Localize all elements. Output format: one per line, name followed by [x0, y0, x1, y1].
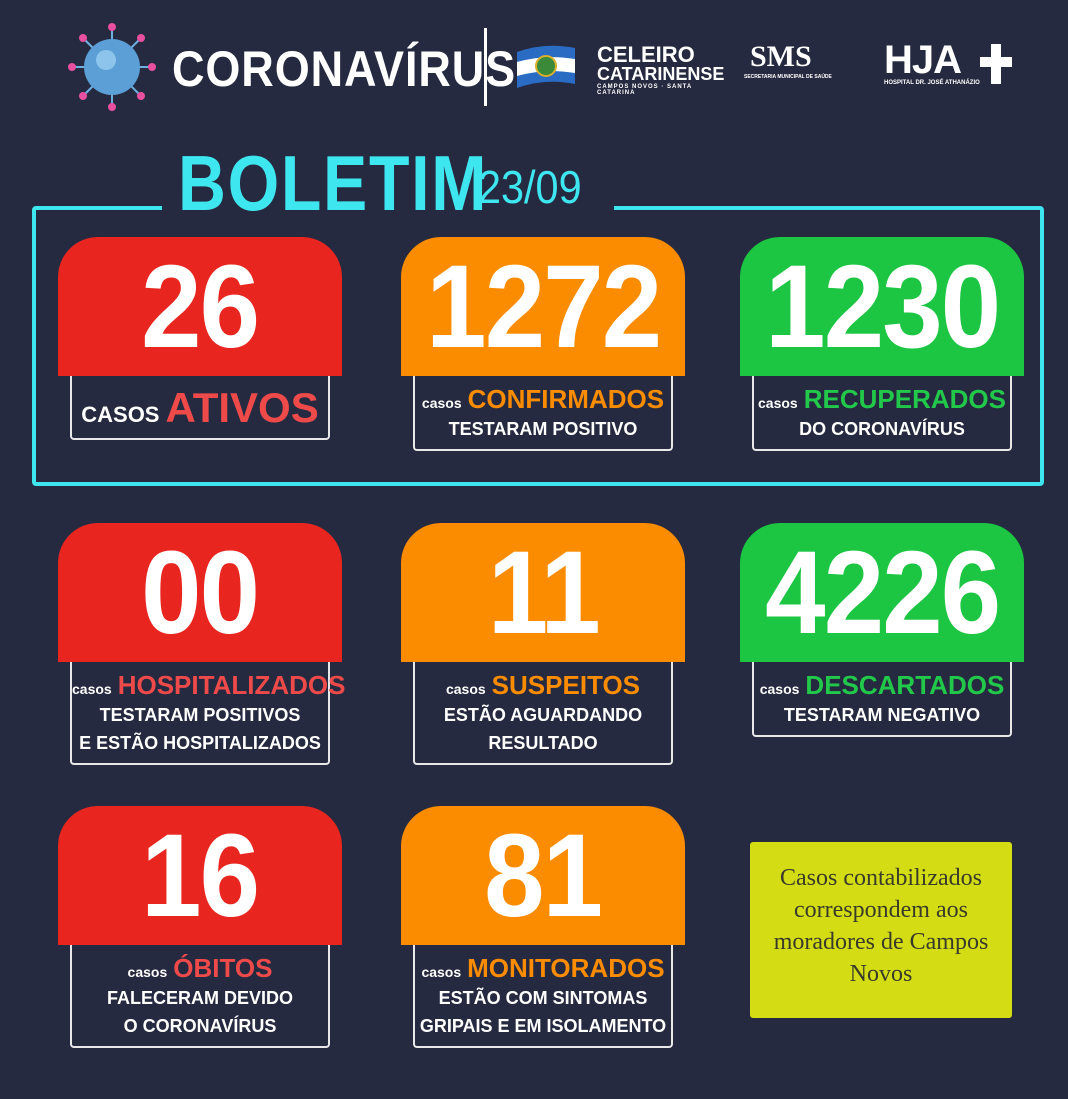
page-title: CORONAVÍRUS: [172, 41, 517, 97]
card-label-box: casos MONITORADOS ESTÃO COM SINTOMAS GRIPAI…: [413, 945, 673, 1048]
casos-label: casos: [445, 681, 486, 697]
card-label-box: CASOS ATIVOS: [70, 376, 330, 440]
card-label: ATIVOS: [165, 384, 319, 431]
card-ativos: 26 CASOS ATIVOS: [58, 237, 342, 440]
card-header: 1272: [401, 237, 685, 376]
boletim-heading: BOLETIM: [178, 139, 489, 227]
card-header: 81: [401, 806, 685, 945]
card-header: 16: [58, 806, 342, 945]
card-value: 26: [141, 240, 260, 373]
sms-logo: SMS SECRETARIA MUNICIPAL DE SAÚDE: [744, 40, 832, 80]
divider: [484, 28, 487, 106]
casos-label: casos: [127, 964, 168, 980]
casos-label: casos: [759, 681, 800, 697]
card-value: 11: [487, 526, 600, 659]
card-label-box: casos HOSPITALIZADOS TESTARAM POSITIVOS E E…: [70, 662, 345, 765]
card-label-box: casos CONFIRMADOS TESTARAM POSITIVO: [413, 376, 673, 451]
card-value: 81: [484, 809, 603, 942]
card-label: HOSPITALIZADOS: [117, 670, 346, 700]
card-label: SUSPEITOS: [491, 670, 641, 700]
celeiro-catarinense-logo: CELEIRO CATARINENSE CAMPOS NOVOS · SANTA…: [515, 40, 724, 96]
card-label-box: casos RECUPERADOS DO CORONAVÍRUS: [752, 376, 1012, 451]
casos-label: casos: [421, 395, 462, 411]
card-obitos: 16 casos ÓBITOS FALECERAM DEVIDO O CORONAVÍ…: [58, 806, 342, 1048]
card-value: 1272: [425, 240, 662, 373]
card-description: DO CORONAVÍRUS: [799, 419, 965, 439]
card-hospitalizados: 00 casos HOSPITALIZADOS TESTARAM POSITIVOS…: [58, 523, 345, 765]
card-header: 00: [58, 523, 342, 662]
casos-label: casos: [421, 964, 462, 980]
hja-logo: HJA HOSPITAL DR. JOSÉ ATHANÁZIO: [884, 40, 1014, 90]
card-value: 16: [141, 809, 260, 942]
casos-label: casos: [72, 681, 112, 697]
card-label: ÓBITOS: [173, 953, 273, 983]
card-value: 00: [141, 526, 260, 659]
card-label: DESCARTADOS: [805, 670, 1005, 700]
card-recuperados: 1230 casos RECUPERADOS DO CORONAVÍRUS: [740, 237, 1024, 451]
card-description: ESTÃO AGUARDANDO: [443, 705, 643, 725]
card-label: RECUPERADOS: [803, 384, 1006, 414]
card-descartados: 4226 casos DESCARTADOS TESTARAM NEGATIVO: [740, 523, 1024, 737]
card-header: 11: [401, 523, 685, 662]
card-label: MONITORADOS: [467, 953, 665, 983]
card-header: 4226: [740, 523, 1024, 662]
card-label: CONFIRMADOS: [467, 384, 665, 414]
card-description: O CORONAVÍRUS: [123, 1016, 277, 1036]
card-description: TESTARAM NEGATIVO: [783, 705, 981, 725]
card-monitorados: 81 casos MONITORADOS ESTÃO COM SINTOMAS GRI…: [401, 806, 685, 1048]
card-suspeitos: 11 casos SUSPEITOS ESTÃO AGUARDANDO RESULTA…: [401, 523, 685, 765]
card-description: ESTÃO COM SINTOMAS: [438, 988, 648, 1008]
casos-label: CASOS: [81, 402, 160, 427]
card-description: TESTARAM POSITIVO: [448, 419, 638, 439]
card-description: TESTARAM POSITIVOS: [99, 705, 301, 725]
card-label-box: casos DESCARTADOS TESTARAM NEGATIVO: [752, 662, 1012, 737]
card-header: 26: [58, 237, 342, 376]
card-confirmados: 1272 casos CONFIRMADOS TESTARAM POSITIVO: [401, 237, 685, 451]
card-description: FALECERAM DEVIDO: [106, 988, 293, 1008]
casos-label: casos: [758, 395, 798, 411]
card-value: 1230: [764, 240, 1001, 373]
card-header: 1230: [740, 237, 1024, 376]
flag-icon: [517, 45, 575, 88]
card-description: GRIPAIS E EM ISOLAMENTO: [419, 1016, 667, 1036]
medical-cross-icon: [980, 44, 1012, 84]
card-value: 4226: [764, 526, 1001, 659]
card-label-box: casos ÓBITOS FALECERAM DEVIDO O CORONAVÍRUS: [70, 945, 330, 1048]
card-label-box: casos SUSPEITOS ESTÃO AGUARDANDO RESULTADO: [413, 662, 673, 765]
footnote: Casos contabilizados correspondem aos mo…: [750, 842, 1012, 1018]
boletim-date: 23/09: [478, 161, 582, 213]
card-description: E ESTÃO HOSPITALIZADOS: [79, 733, 321, 753]
card-description: RESULTADO: [488, 733, 598, 753]
virus-icon: [68, 23, 156, 111]
